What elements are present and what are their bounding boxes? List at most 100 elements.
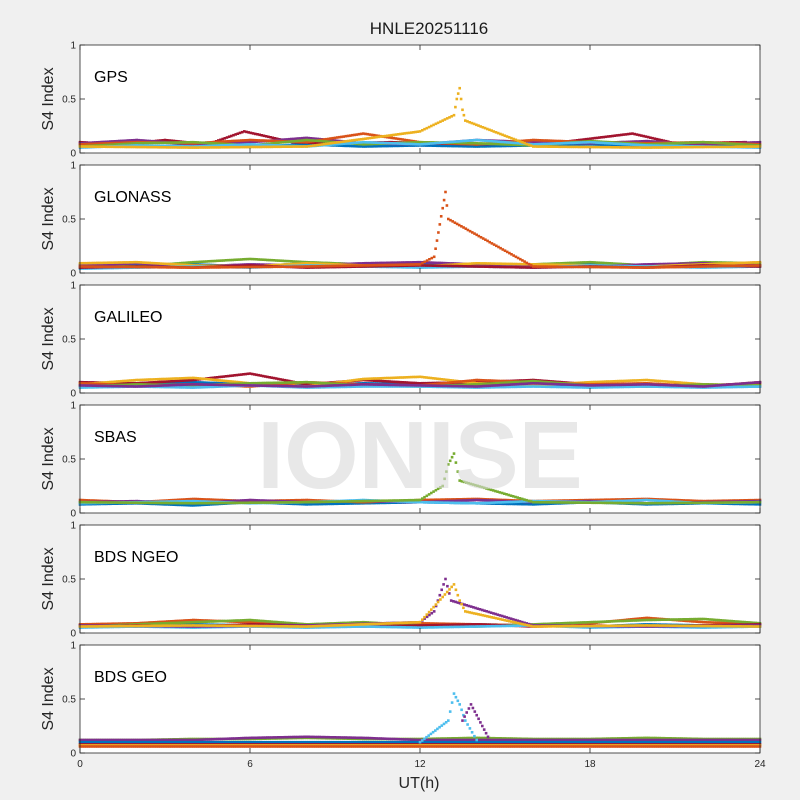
data-point	[632, 143, 635, 146]
data-point	[621, 146, 624, 149]
data-point	[510, 141, 513, 144]
data-point	[159, 139, 162, 142]
data-point	[115, 141, 119, 145]
data-point	[575, 139, 579, 142]
data-point	[271, 136, 275, 140]
data-point	[503, 140, 507, 144]
data-point	[416, 143, 420, 146]
data-point	[562, 139, 566, 143]
data-point	[399, 132, 402, 136]
data-point	[247, 131, 250, 134]
data-point	[139, 144, 143, 147]
data-point	[364, 145, 367, 148]
data-point	[152, 141, 156, 145]
data-point	[202, 141, 206, 145]
data-point	[584, 137, 588, 141]
data-point	[261, 145, 265, 149]
data-point	[155, 145, 158, 149]
data-point	[359, 145, 363, 148]
data-point	[298, 137, 302, 140]
data-point	[477, 124, 480, 127]
data-point	[307, 136, 311, 140]
data-point	[475, 145, 478, 148]
data-point	[242, 141, 245, 144]
data-point	[453, 144, 457, 148]
data-point	[301, 143, 304, 146]
data-point	[224, 146, 228, 149]
data-point	[430, 124, 433, 128]
data-point	[305, 136, 308, 140]
data-point	[475, 123, 478, 127]
data-point	[172, 141, 175, 144]
data-point	[176, 141, 180, 144]
data-point	[516, 139, 520, 142]
data-point	[305, 145, 308, 148]
data-point	[227, 135, 231, 138]
data-point	[461, 108, 464, 112]
data-point	[471, 145, 474, 148]
y-axis-label: S4 Index	[40, 187, 57, 250]
data-point	[591, 137, 594, 140]
data-point	[102, 143, 106, 147]
data-point	[113, 140, 117, 143]
data-point	[120, 141, 123, 145]
data-point	[222, 142, 226, 146]
data-point	[660, 142, 664, 146]
data-point	[562, 141, 566, 145]
data-point	[111, 140, 114, 143]
data-point	[131, 145, 134, 149]
data-point	[202, 144, 206, 148]
data-point	[704, 141, 707, 144]
data-point	[726, 142, 729, 145]
data-point	[556, 143, 559, 147]
data-point	[344, 142, 348, 145]
data-point	[229, 141, 232, 145]
data-point	[229, 139, 232, 143]
data-point	[117, 139, 121, 143]
data-point	[283, 145, 287, 148]
data-point	[126, 142, 130, 146]
data-point	[649, 136, 652, 139]
data-point	[712, 141, 716, 145]
data-point	[468, 145, 472, 148]
data-point	[163, 141, 167, 144]
data-point	[590, 145, 594, 149]
data-point	[536, 138, 539, 142]
data-point	[423, 144, 426, 147]
data-point	[573, 143, 576, 146]
data-point	[349, 139, 352, 142]
data-point	[264, 143, 267, 147]
data-point	[244, 139, 247, 142]
data-point	[442, 141, 446, 144]
data-point	[637, 133, 641, 137]
data-point	[645, 139, 648, 143]
data-point	[148, 141, 151, 145]
data-point	[470, 121, 474, 125]
data-point	[146, 139, 149, 143]
data-point	[521, 139, 524, 143]
data-point	[418, 263, 422, 266]
data-point	[505, 141, 509, 144]
data-point	[678, 141, 681, 145]
data-point	[157, 144, 160, 148]
data-point	[560, 142, 563, 145]
data-point	[619, 144, 622, 147]
data-point	[699, 141, 703, 144]
data-point	[660, 138, 663, 142]
data-point	[440, 141, 444, 144]
data-point	[450, 115, 453, 118]
data-point	[403, 144, 406, 147]
data-point	[301, 136, 304, 140]
data-point	[486, 127, 489, 131]
data-point	[427, 142, 430, 145]
data-point	[488, 139, 491, 143]
data-point	[699, 142, 703, 146]
data-point	[340, 142, 343, 146]
data-point	[372, 133, 376, 137]
data-point	[296, 137, 300, 140]
data-point	[508, 143, 511, 146]
data-point	[693, 142, 696, 146]
data-point	[368, 133, 372, 136]
data-point	[617, 142, 620, 146]
